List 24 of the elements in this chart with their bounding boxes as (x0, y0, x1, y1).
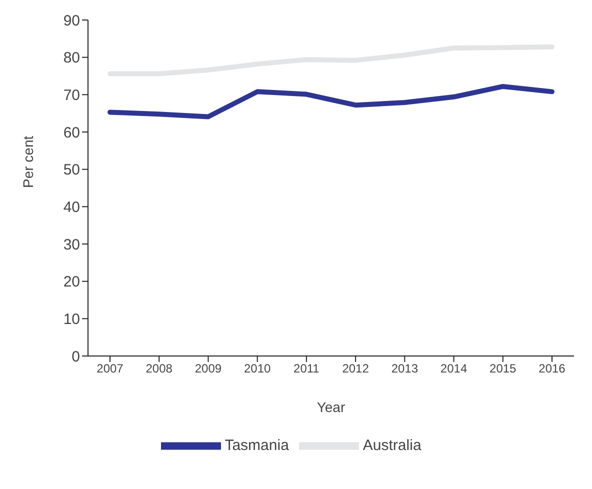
x-tick-label: 2012 (342, 362, 370, 376)
y-axis-title: Per cent (20, 136, 36, 188)
y-tick-label: 10 (63, 310, 80, 328)
y-tick-label: 20 (63, 274, 80, 291)
x-tick-label: 2010 (244, 362, 272, 376)
x-tick-label: 2016 (538, 362, 566, 376)
y-tick-label: 50 (63, 162, 80, 179)
x-tick-label: 2014 (440, 362, 468, 376)
y-tick-label: 60 (63, 124, 80, 142)
x-axis-title: Year (316, 399, 346, 415)
x-tick-label: 2015 (490, 362, 517, 376)
x-tick-label: 2013 (391, 362, 418, 376)
y-tick-label: 30 (63, 236, 80, 254)
x-tick-label: 2009 (194, 362, 222, 376)
y-tick-label: 0 (72, 348, 80, 366)
y-tick-label: 80 (63, 50, 80, 67)
legend-label: Australia (362, 436, 422, 454)
y-tick-label: 40 (63, 198, 80, 216)
legend-label: Tasmania (224, 436, 289, 454)
x-tick-label: 2008 (146, 362, 173, 376)
y-tick-label: 90 (63, 12, 80, 30)
x-tick-label: 2007 (96, 362, 124, 376)
x-tick-label: 2011 (294, 362, 320, 376)
y-tick-label: 70 (63, 86, 80, 104)
